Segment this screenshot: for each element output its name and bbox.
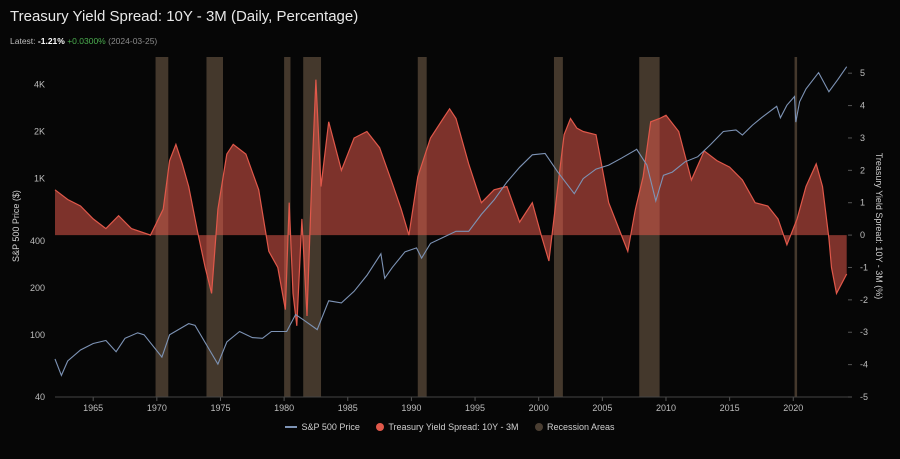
- right-tick-label: -5: [860, 392, 868, 402]
- right-tick-label: -4: [860, 360, 868, 370]
- legend-label: Treasury Yield Spread: 10Y - 3M: [388, 421, 519, 432]
- x-tick-label: 1975: [210, 403, 230, 413]
- latest-readout: Latest: -1.21% +0.0300% (2024-03-25): [10, 36, 157, 46]
- legend-label: S&P 500 Price: [301, 421, 360, 432]
- right-tick-label: -1: [860, 262, 868, 272]
- legend-item-recession[interactable]: Recession Areas: [534, 421, 615, 432]
- latest-value: -1.21%: [37, 36, 65, 46]
- x-tick-label: 1965: [83, 403, 103, 413]
- right-tick-label: 3: [860, 133, 865, 143]
- recession-band: [284, 57, 291, 397]
- legend: S&P 500 Price Treasury Yield Spread: 10Y…: [0, 421, 900, 432]
- x-tick-label: 2015: [720, 403, 740, 413]
- x-tick-label: 2020: [783, 403, 803, 413]
- sp500-series: [54, 66, 848, 377]
- right-axis-label: Treasury Yield Spread: 10Y - 3M (%): [874, 153, 884, 300]
- legend-label: Recession Areas: [546, 421, 615, 432]
- spread-series: [54, 79, 848, 326]
- legend-item-spread[interactable]: Treasury Yield Spread: 10Y - 3M: [376, 422, 518, 432]
- legend-item-sp500[interactable]: S&P 500 Price: [285, 421, 360, 432]
- latest-label: Latest:: [10, 36, 36, 46]
- left-axis-label: S&P 500 Price ($): [11, 190, 21, 262]
- latest-change: +0.0300%: [67, 36, 106, 46]
- axes: 1965 1970 1975 1980 1985 1990 1995 2000 2005 2010…: [30, 68, 868, 413]
- left-tick-label: 1K: [34, 174, 45, 184]
- right-tick-label: 2: [860, 165, 865, 175]
- latest-date: (2024-03-25): [108, 36, 158, 46]
- legend-line-swatch: [285, 426, 298, 429]
- left-tick-label: 40: [35, 392, 45, 402]
- right-tick-label: 0: [860, 230, 865, 240]
- right-tick-label: 5: [860, 68, 865, 78]
- x-tick-label: 2000: [529, 403, 549, 413]
- left-tick-label: 2K: [34, 127, 45, 137]
- right-tick-label: -3: [860, 327, 868, 337]
- x-tick-label: 1980: [274, 403, 294, 413]
- left-tick-label: 100: [30, 330, 45, 340]
- legend-dot-swatch: [376, 423, 385, 432]
- left-tick-label: 400: [30, 236, 45, 246]
- right-tick-label: 4: [860, 101, 865, 111]
- x-tick-label: 1970: [147, 403, 167, 413]
- spread-line: [54, 79, 848, 326]
- recession-band: [206, 57, 224, 397]
- spread-area: [55, 79, 847, 326]
- x-tick-label: 1995: [465, 403, 485, 413]
- legend-dot-swatch: [534, 423, 543, 432]
- chart-title: Treasury Yield Spread: 10Y - 3M (Daily, …: [10, 8, 359, 25]
- left-tick-label: 200: [30, 283, 45, 293]
- right-tick-label: -2: [860, 295, 868, 305]
- left-tick-label: 4K: [34, 80, 45, 90]
- right-tick-label: 1: [860, 198, 865, 208]
- sp500-line: [54, 66, 848, 377]
- x-tick-label: 2010: [656, 403, 676, 413]
- x-tick-label: 1990: [401, 403, 421, 413]
- x-tick-label: 2005: [592, 403, 612, 413]
- x-tick-label: 1985: [338, 403, 358, 413]
